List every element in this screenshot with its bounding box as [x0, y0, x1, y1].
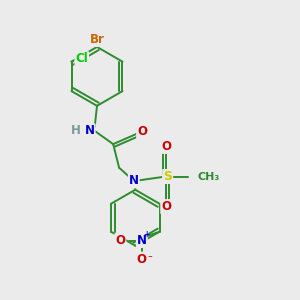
Text: O: O — [137, 125, 147, 138]
Text: +: + — [143, 230, 149, 238]
Text: O: O — [115, 234, 125, 247]
Text: O: O — [161, 200, 171, 213]
Text: N: N — [85, 124, 94, 137]
Text: H: H — [71, 124, 81, 137]
Text: N: N — [129, 174, 139, 188]
Text: Cl: Cl — [75, 52, 88, 65]
Text: CH₃: CH₃ — [198, 172, 220, 182]
Text: S: S — [163, 170, 172, 183]
Text: ⁻: ⁻ — [147, 255, 152, 264]
Text: O: O — [161, 140, 171, 153]
Text: Br: Br — [90, 33, 104, 46]
Text: O: O — [137, 253, 147, 266]
Text: N: N — [137, 234, 147, 247]
